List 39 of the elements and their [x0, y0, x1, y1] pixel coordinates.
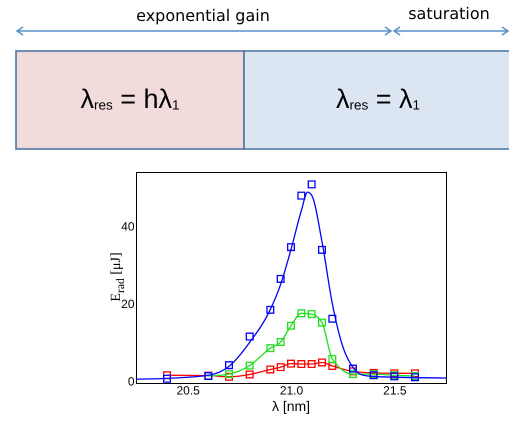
point — [318, 246, 326, 254]
point — [328, 354, 336, 363]
point — [297, 192, 306, 200]
point — [276, 363, 285, 372]
point — [224, 370, 234, 378]
point — [318, 318, 326, 327]
point — [266, 306, 274, 314]
point — [246, 332, 254, 341]
x-tick-label: 21.0 — [280, 384, 304, 398]
y-tick-label: 20 — [121, 297, 135, 312]
point — [328, 362, 336, 370]
point — [308, 360, 316, 368]
point — [410, 369, 420, 378]
point — [246, 362, 254, 370]
point — [246, 370, 254, 378]
point — [297, 309, 306, 318]
point — [308, 180, 316, 188]
point — [286, 322, 296, 330]
point — [266, 344, 274, 352]
point — [224, 361, 234, 370]
text: exponential gain — [136, 6, 270, 25]
point — [348, 364, 358, 373]
point — [276, 338, 285, 346]
point — [318, 358, 326, 366]
point — [286, 243, 296, 252]
point — [276, 274, 285, 283]
point — [286, 360, 296, 368]
x-tick-label: 21.5 — [383, 384, 407, 398]
point — [328, 314, 336, 323]
x-tick-label: 20.5 — [176, 384, 200, 398]
x-axis-title: λ [nm] — [272, 398, 310, 414]
text: saturation — [408, 4, 490, 23]
point — [162, 374, 172, 383]
point — [297, 360, 306, 368]
y-tick-label: 0 — [128, 374, 135, 389]
y-tick-label: 40 — [121, 220, 135, 234]
point — [266, 365, 274, 374]
point — [308, 310, 316, 318]
point — [348, 370, 358, 378]
